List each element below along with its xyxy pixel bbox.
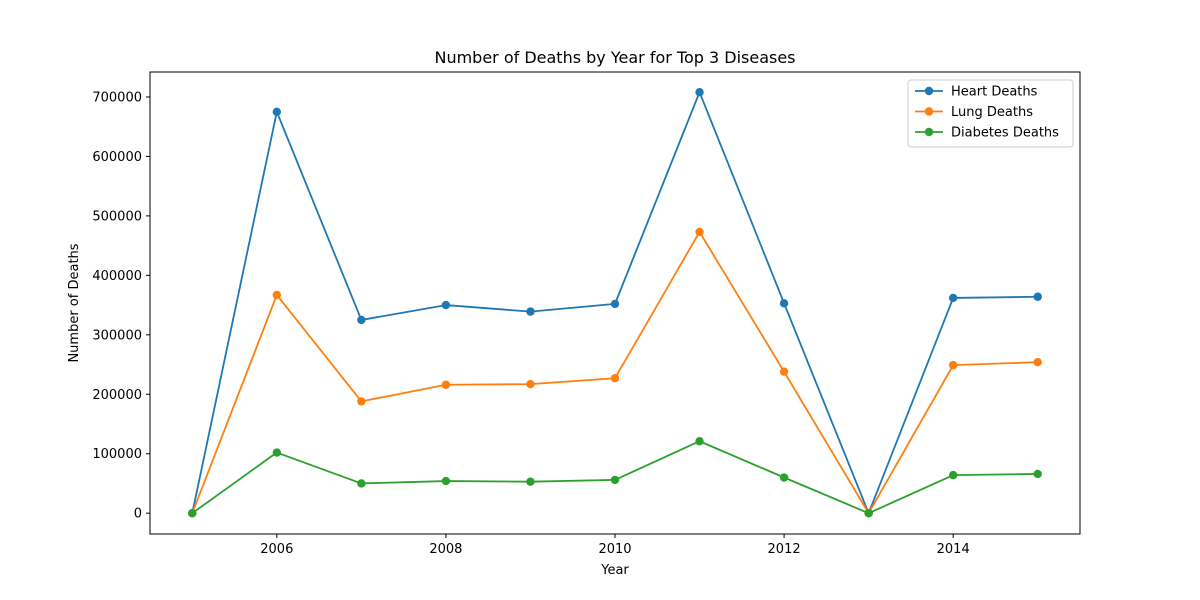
plot-area-frame	[149, 71, 1081, 535]
data-point-diabetes-deaths	[441, 476, 451, 486]
legend-label-lung-deaths: Lung Deaths	[951, 105, 1033, 120]
data-point-lung-deaths	[526, 379, 535, 389]
y-tick-label: 0	[134, 507, 142, 522]
data-point-heart-deaths	[272, 107, 282, 117]
data-point-heart-deaths	[1033, 292, 1042, 301]
y-axis-ticks: 0 100000 200000 300000 400000 500000 600000 700…	[92, 90, 150, 522]
y-tick-label: 700000	[92, 90, 142, 105]
y-tick-label: 600000	[92, 150, 142, 165]
data-point-heart-deaths	[695, 88, 704, 97]
legend: Heart Deaths Lung Deaths Diabetes Deaths	[907, 79, 1074, 148]
series-layer	[188, 88, 1042, 518]
legend-box	[907, 79, 1074, 148]
data-point-heart-deaths	[526, 307, 535, 316]
data-point-diabetes-deaths	[864, 508, 873, 518]
data-point-diabetes-deaths	[1033, 469, 1042, 479]
data-point-lung-deaths	[1033, 357, 1042, 367]
x-tick-label: 2014	[937, 542, 970, 557]
x-axis-ticks: 2006 2008 2010 2012 2014	[260, 534, 970, 557]
data-point-diabetes-deaths	[695, 437, 704, 446]
legend-marker-heart-deaths	[924, 86, 934, 96]
data-point-lung-deaths	[357, 397, 366, 406]
data-point-lung-deaths	[948, 360, 958, 370]
x-tick-label: 2010	[598, 542, 631, 557]
series-diabetes-deaths	[188, 437, 1042, 518]
y-tick-label: 200000	[92, 388, 142, 403]
y-tick-label: 100000	[92, 447, 142, 462]
y-tick-label: 500000	[92, 209, 142, 224]
legend-marker-lung-deaths	[924, 107, 934, 116]
x-tick-label: 2006	[260, 542, 293, 557]
data-point-lung-deaths	[610, 374, 620, 383]
data-point-diabetes-deaths	[357, 479, 366, 488]
y-tick-label: 400000	[92, 269, 142, 284]
data-point-lung-deaths	[441, 380, 451, 389]
legend-label-heart-deaths: Heart Deaths	[951, 85, 1038, 100]
data-point-diabetes-deaths	[610, 475, 620, 485]
data-point-heart-deaths	[610, 299, 620, 309]
data-point-lung-deaths	[779, 367, 789, 376]
legend-label-diabetes-deaths: Diabetes Deaths	[951, 126, 1059, 141]
data-point-diabetes-deaths	[272, 448, 282, 457]
legend-marker-diabetes-deaths	[924, 127, 934, 137]
y-tick-label: 300000	[92, 328, 142, 343]
chart-title: Number of Deaths by Year for Top 3 Disea…	[434, 48, 795, 67]
data-point-lung-deaths	[695, 227, 704, 237]
data-point-diabetes-deaths	[948, 470, 958, 480]
data-point-diabetes-deaths	[188, 508, 197, 518]
data-point-lung-deaths	[272, 290, 282, 300]
data-point-diabetes-deaths	[779, 473, 789, 482]
data-point-diabetes-deaths	[526, 477, 535, 486]
x-tick-label: 2012	[768, 542, 801, 557]
x-axis-title: Year	[600, 563, 629, 578]
data-point-heart-deaths	[779, 299, 789, 308]
y-axis-title: Number of Deaths	[67, 243, 82, 362]
data-point-heart-deaths	[441, 300, 451, 310]
data-point-heart-deaths	[948, 293, 958, 303]
data-point-heart-deaths	[357, 315, 366, 325]
x-tick-label: 2008	[429, 542, 462, 557]
